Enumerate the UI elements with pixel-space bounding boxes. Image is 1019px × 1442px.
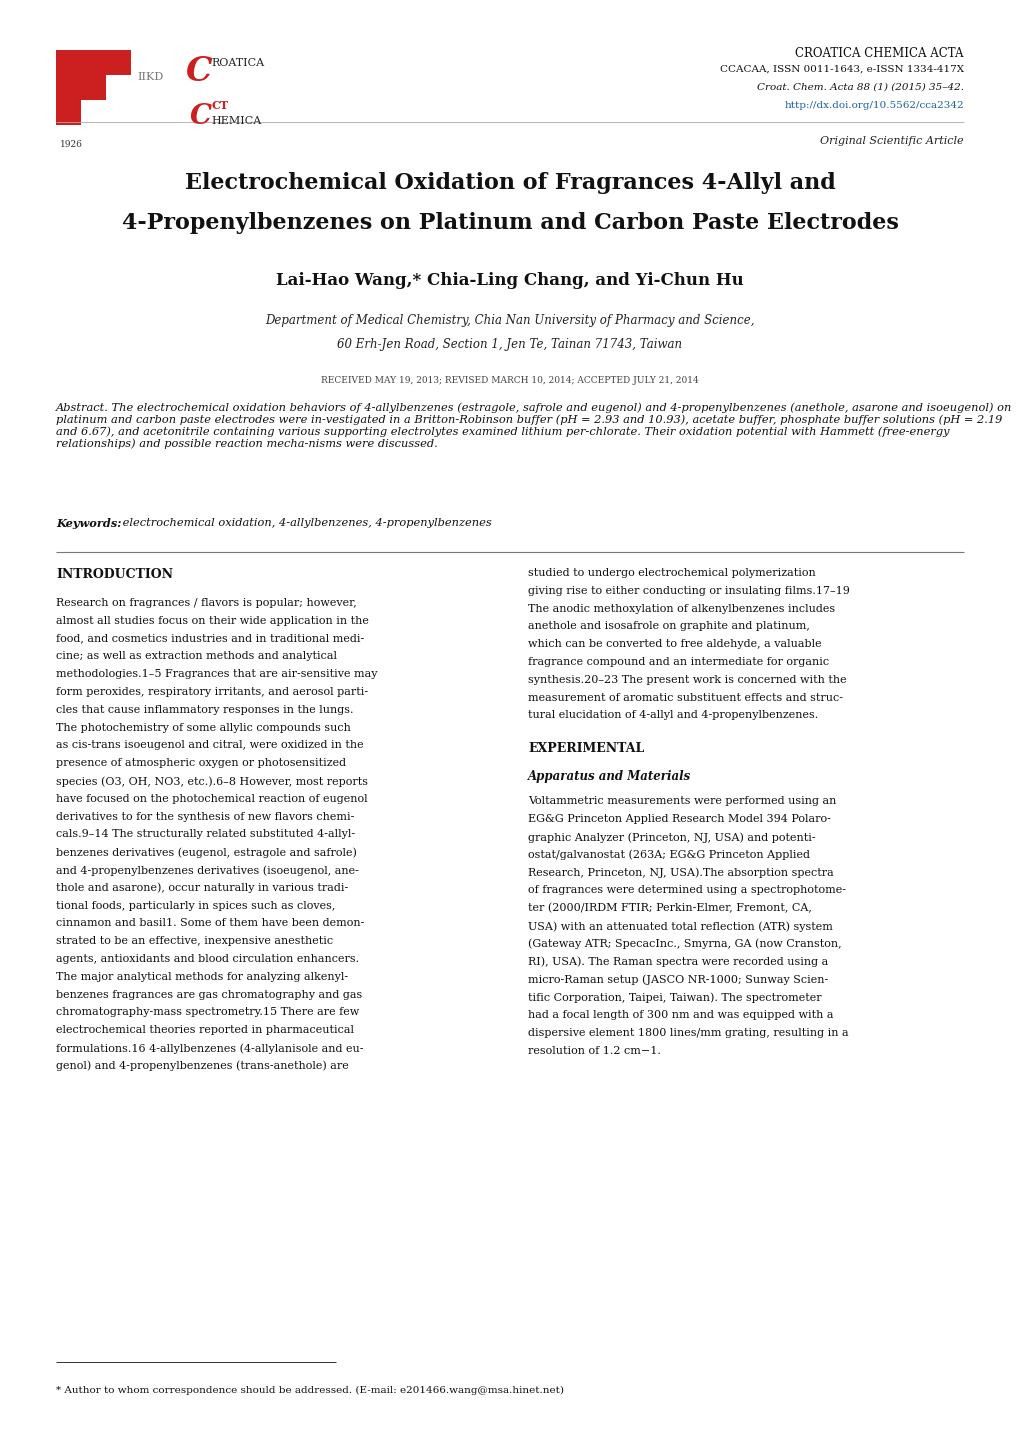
Text: ter (2000/IRDM FTIR; Perkin-Elmer, Fremont, CA,: ter (2000/IRDM FTIR; Perkin-Elmer, Fremo… — [528, 903, 811, 914]
Text: tific Corporation, Taipei, Taiwan). The spectrometer: tific Corporation, Taipei, Taiwan). The … — [528, 992, 821, 1002]
Text: synthesis.20–23 The present work is concerned with the: synthesis.20–23 The present work is conc… — [528, 675, 846, 685]
Text: RECEIVED MAY 19, 2013; REVISED MARCH 10, 2014; ACCEPTED JULY 21, 2014: RECEIVED MAY 19, 2013; REVISED MARCH 10,… — [321, 376, 698, 385]
Text: studied to undergo electrochemical polymerization: studied to undergo electrochemical polym… — [528, 568, 815, 578]
Text: species (O3, OH, NO3, etc.).6–8 However, most reports: species (O3, OH, NO3, etc.).6–8 However,… — [56, 776, 368, 786]
Text: agents, antioxidants and blood circulation enhancers.: agents, antioxidants and blood circulati… — [56, 955, 359, 965]
Text: tional foods, particularly in spices such as cloves,: tional foods, particularly in spices suc… — [56, 901, 335, 910]
Text: Department of Medical Chemistry, Chia Nan University of Pharmacy and Science,: Department of Medical Chemistry, Chia Na… — [265, 314, 754, 327]
Text: Lai-Hao Wang,* Chia-Ling Chang, and Yi-Chun Hu: Lai-Hao Wang,* Chia-Ling Chang, and Yi-C… — [276, 273, 743, 288]
Text: HEMICA: HEMICA — [211, 115, 261, 125]
Text: Research, Princeton, NJ, USA).The absorption spectra: Research, Princeton, NJ, USA).The absorp… — [528, 868, 833, 878]
Text: formulations.16 4-allylbenzenes (4-allylanisole and eu-: formulations.16 4-allylbenzenes (4-allyl… — [56, 1043, 363, 1054]
Text: Abstract. The electrochemical oxidation behaviors of 4-allylbenzenes (estragole,: Abstract. The electrochemical oxidation … — [56, 402, 1012, 450]
Text: Keywords:: Keywords: — [56, 518, 121, 529]
Text: chromatography-mass spectrometry.15 There are few: chromatography-mass spectrometry.15 Ther… — [56, 1008, 359, 1018]
Text: Original Scientific Article: Original Scientific Article — [819, 136, 963, 146]
Text: measurement of aromatic substituent effects and struc-: measurement of aromatic substituent effe… — [528, 692, 842, 702]
Text: graphic Analyzer (Princeton, NJ, USA) and potenti-: graphic Analyzer (Princeton, NJ, USA) an… — [528, 832, 815, 842]
Text: RI), USA). The Raman spectra were recorded using a: RI), USA). The Raman spectra were record… — [528, 956, 827, 968]
Bar — [56, 99, 81, 125]
Text: http://dx.doi.org/10.5562/cca2342: http://dx.doi.org/10.5562/cca2342 — [784, 101, 963, 110]
Text: electrochemical oxidation, 4-allylbenzenes, 4-propenylbenzenes: electrochemical oxidation, 4-allylbenzen… — [119, 518, 491, 528]
Text: fragrance compound and an intermediate for organic: fragrance compound and an intermediate f… — [528, 658, 828, 668]
Text: food, and cosmetics industries and in traditional medi-: food, and cosmetics industries and in tr… — [56, 633, 364, 643]
Text: cles that cause inflammatory responses in the lungs.: cles that cause inflammatory responses i… — [56, 705, 354, 715]
Text: derivatives to for the synthesis of new flavors chemi-: derivatives to for the synthesis of new … — [56, 812, 354, 822]
Text: Voltammetric measurements were performed using an: Voltammetric measurements were performed… — [528, 796, 836, 806]
Text: C: C — [185, 55, 212, 88]
Text: as cis-trans isoeugenol and citral, were oxidized in the: as cis-trans isoeugenol and citral, were… — [56, 740, 363, 750]
Text: C: C — [190, 102, 212, 130]
Text: giving rise to either conducting or insulating films.17–19: giving rise to either conducting or insu… — [528, 585, 849, 596]
Text: genol) and 4-propenylbenzenes (trans-anethole) are: genol) and 4-propenylbenzenes (trans-ane… — [56, 1061, 348, 1071]
Text: cals.9–14 The structurally related substituted 4-allyl-: cals.9–14 The structurally related subst… — [56, 829, 355, 839]
Text: form peroxides, respiratory irritants, and aerosol parti-: form peroxides, respiratory irritants, a… — [56, 686, 368, 696]
Bar — [106, 50, 130, 75]
Text: 1926: 1926 — [60, 140, 83, 149]
Text: cinnamon and basil1. Some of them have been demon-: cinnamon and basil1. Some of them have b… — [56, 919, 364, 929]
Text: benzenes fragrances are gas chromatography and gas: benzenes fragrances are gas chromatograp… — [56, 989, 362, 999]
Text: (Gateway ATR; SpecacInc., Smyrna, GA (now Cranston,: (Gateway ATR; SpecacInc., Smyrna, GA (no… — [528, 939, 841, 949]
Text: CROATICA CHEMICA ACTA: CROATICA CHEMICA ACTA — [795, 48, 963, 61]
Text: The anodic methoxylation of alkenylbenzenes includes: The anodic methoxylation of alkenylbenze… — [528, 604, 835, 614]
Text: cine; as well as extraction methods and analytical: cine; as well as extraction methods and … — [56, 652, 336, 662]
Bar — [56, 50, 106, 99]
Text: which can be converted to free aldehyde, a valuable: which can be converted to free aldehyde,… — [528, 639, 821, 649]
Text: CT: CT — [211, 99, 228, 111]
Text: ostat/galvanostat (263A; EG&G Princeton Applied: ostat/galvanostat (263A; EG&G Princeton … — [528, 849, 809, 861]
Text: presence of atmospheric oxygen or photosensitized: presence of atmospheric oxygen or photos… — [56, 758, 345, 769]
Text: INTRODUCTION: INTRODUCTION — [56, 568, 173, 581]
Text: strated to be an effective, inexpensive anesthetic: strated to be an effective, inexpensive … — [56, 936, 333, 946]
Text: had a focal length of 300 nm and was equipped with a: had a focal length of 300 nm and was equ… — [528, 1009, 833, 1019]
Text: Electrochemical Oxidation of Fragrances 4-Allyl and: Electrochemical Oxidation of Fragrances … — [184, 172, 835, 195]
Text: Croat. Chem. Acta 88 (1) (2015) 35–42.: Croat. Chem. Acta 88 (1) (2015) 35–42. — [756, 84, 963, 92]
Text: ROATICA: ROATICA — [211, 58, 264, 68]
Text: 60 Erh-Jen Road, Section 1, Jen Te, Tainan 71743, Taiwan: 60 Erh-Jen Road, Section 1, Jen Te, Tain… — [337, 337, 682, 350]
Text: methodologies.1–5 Fragrances that are air-sensitive may: methodologies.1–5 Fragrances that are ai… — [56, 669, 377, 679]
Text: almost all studies focus on their wide application in the: almost all studies focus on their wide a… — [56, 616, 369, 626]
Text: EG&G Princeton Applied Research Model 394 Polaro-: EG&G Princeton Applied Research Model 39… — [528, 815, 830, 825]
Text: electrochemical theories reported in pharmaceutical: electrochemical theories reported in pha… — [56, 1025, 354, 1035]
Text: thole and asarone), occur naturally in various tradi-: thole and asarone), occur naturally in v… — [56, 883, 347, 894]
Text: The major analytical methods for analyzing alkenyl-: The major analytical methods for analyzi… — [56, 972, 347, 982]
Text: dispersive element 1800 lines/mm grating, resulting in a: dispersive element 1800 lines/mm grating… — [528, 1028, 848, 1038]
Text: Apparatus and Materials: Apparatus and Materials — [528, 770, 691, 783]
Text: IIKD: IIKD — [137, 72, 163, 82]
Text: and 4-propenylbenzenes derivatives (isoeugenol, ane-: and 4-propenylbenzenes derivatives (isoe… — [56, 865, 359, 875]
Text: CCACAA, ISSN 0011-1643, e-ISSN 1334-417X: CCACAA, ISSN 0011-1643, e-ISSN 1334-417X — [719, 65, 963, 74]
Text: anethole and isosafrole on graphite and platinum,: anethole and isosafrole on graphite and … — [528, 622, 809, 632]
Text: micro-Raman setup (JASCO NR-1000; Sunway Scien-: micro-Raman setup (JASCO NR-1000; Sunway… — [528, 975, 827, 985]
Text: * Author to whom correspondence should be addressed. (E-mail: e201466.wang@msa.h: * Author to whom correspondence should b… — [56, 1386, 564, 1394]
Text: tural elucidation of 4-allyl and 4-propenylbenzenes.: tural elucidation of 4-allyl and 4-prope… — [528, 711, 817, 721]
Text: have focused on the photochemical reaction of eugenol: have focused on the photochemical reacti… — [56, 793, 367, 803]
Text: The photochemistry of some allylic compounds such: The photochemistry of some allylic compo… — [56, 722, 351, 733]
Text: USA) with an attenuated total reflection (ATR) system: USA) with an attenuated total reflection… — [528, 921, 833, 932]
Text: 4-Propenylbenzenes on Platinum and Carbon Paste Electrodes: 4-Propenylbenzenes on Platinum and Carbo… — [121, 212, 898, 234]
Text: EXPERIMENTAL: EXPERIMENTAL — [528, 743, 644, 756]
Text: benzenes derivatives (eugenol, estragole and safrole): benzenes derivatives (eugenol, estragole… — [56, 848, 357, 858]
Text: Research on fragrances / flavors is popular; however,: Research on fragrances / flavors is popu… — [56, 598, 357, 609]
Text: of fragrances were determined using a spectrophotome-: of fragrances were determined using a sp… — [528, 885, 845, 895]
Text: resolution of 1.2 cm−1.: resolution of 1.2 cm−1. — [528, 1045, 660, 1056]
